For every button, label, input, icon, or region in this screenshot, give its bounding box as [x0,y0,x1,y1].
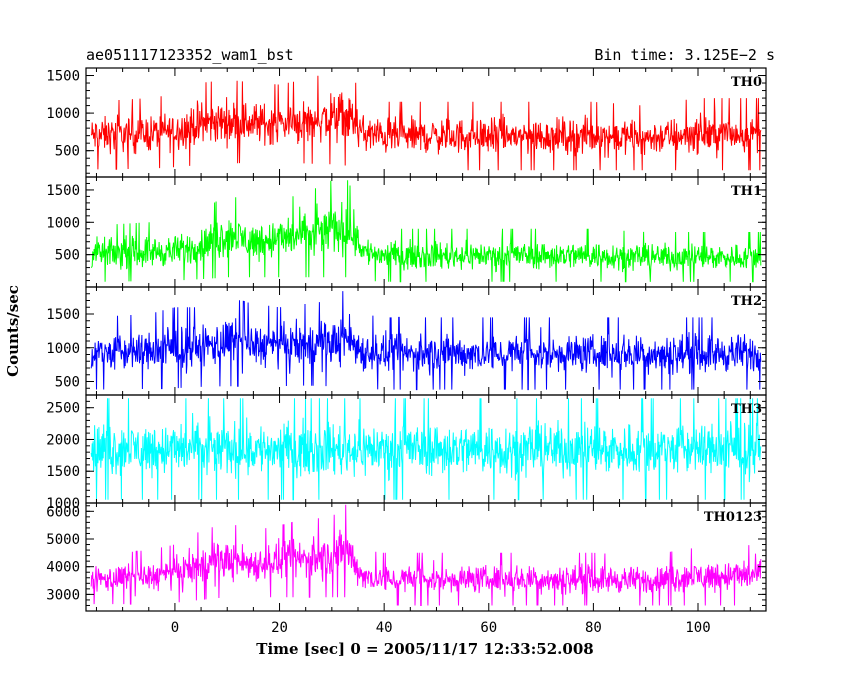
panel-frame [85,502,767,612]
panel-label: TH3 [731,402,762,417]
x-tick-label: 60 [480,620,497,636]
y-tick-label: 1000 [46,106,80,122]
series-line-th0 [90,75,762,171]
panel-th0123: 3000 4000 5000 6000 TH0123 [46,502,767,612]
y-tick-label: 2500 [46,401,80,417]
y-tick-label: 3000 [46,587,80,603]
y-tick-label: 6000 [46,504,80,520]
y-tick-label: 1000 [46,341,80,357]
y-tick-label: 1000 [46,496,80,512]
y-tick-label: 1500 [46,464,80,480]
series-line-th2 [90,291,762,391]
y-tick-label: 500 [55,248,80,264]
y-axis-title: Counts/sec [4,285,22,377]
x-tick-label: 0 [171,620,179,636]
panel-label: TH0 [731,75,762,90]
y-tick-label: 5000 [46,532,80,548]
series-line-th0123 [90,504,762,606]
x-axis: 0 20 40 60 80 100 [171,620,711,636]
panel-th0: 500 1000 1500 TH0 [46,67,767,178]
panel-label: TH0123 [704,510,762,525]
panel-label: TH1 [731,184,762,199]
series-line-th1 [90,180,762,283]
y-tick-label: 1500 [46,307,80,323]
x-tick-label: 80 [585,620,602,636]
chart-title: ae051117123352_wam1_bst [86,46,294,64]
series-line-th3 [90,398,762,501]
y-tick-label: 2000 [46,432,80,448]
panel-th1: 500 1000 1500 TH1 [46,176,767,288]
y-tick-label: 1500 [46,183,80,199]
y-tick-label: 500 [55,144,80,160]
y-tick-label: 1000 [46,215,80,231]
y-tick-label: 4000 [46,560,80,576]
panel-th3: 1000 1500 2000 2500 TH3 [46,394,767,512]
panel-th2: 500 1000 1500 TH2 [46,286,767,396]
x-tick-label: 40 [376,620,393,636]
panel-label: TH2 [731,294,762,309]
panel-group: 500 1000 1500 TH0 500 1000 1500 TH1 500 1000 1500 T… [46,67,767,612]
y-tick-label: 1500 [46,69,80,85]
x-axis-title: Time [sec] 0 = 2005/11/17 12:33:52.008 [256,640,593,658]
bin-time-label: Bin time: 3.125E−2 s [594,46,775,64]
x-tick-label: 20 [271,620,288,636]
y-tick-label: 500 [55,375,80,391]
x-tick-label: 100 [685,620,710,636]
